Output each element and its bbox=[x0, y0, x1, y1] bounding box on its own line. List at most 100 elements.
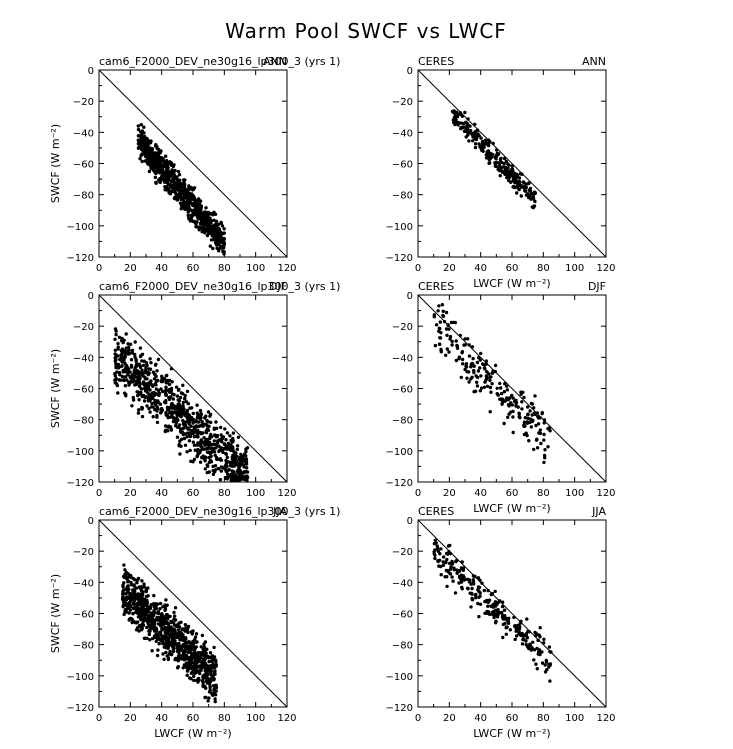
x-tick-label: 120 bbox=[596, 713, 615, 724]
scatter-point bbox=[506, 166, 510, 170]
scatter-point bbox=[144, 361, 149, 365]
scatter-point bbox=[166, 378, 170, 383]
scatter-point bbox=[452, 566, 456, 570]
scatter-point bbox=[122, 588, 127, 592]
scatter-point bbox=[534, 423, 538, 428]
scatter-point bbox=[488, 385, 493, 390]
scatter-point bbox=[532, 190, 537, 194]
scatter-point bbox=[162, 161, 167, 166]
scatter-point bbox=[123, 355, 127, 360]
scatter-point bbox=[142, 125, 146, 129]
scatter-point bbox=[460, 560, 464, 564]
scatter-point bbox=[123, 391, 127, 395]
scatter-point bbox=[455, 346, 460, 350]
scatter-point bbox=[203, 695, 207, 700]
y-tick-label: −100 bbox=[386, 222, 413, 233]
scatter-point bbox=[187, 208, 191, 213]
x-tick-label: 80 bbox=[218, 713, 231, 724]
scatter-point bbox=[224, 452, 228, 456]
scatter-point bbox=[216, 441, 220, 445]
scatter-point bbox=[490, 610, 495, 614]
scatter-point bbox=[445, 575, 449, 579]
scatter-point bbox=[114, 332, 118, 337]
scatter-point bbox=[183, 443, 188, 447]
scatter-point bbox=[458, 333, 462, 338]
x-tick-label: 80 bbox=[537, 713, 550, 724]
scatter-point bbox=[548, 662, 553, 666]
y-tick-label: −120 bbox=[67, 478, 94, 489]
scatter-point bbox=[165, 373, 169, 378]
scatter-point bbox=[485, 611, 489, 615]
y-tick-label: −40 bbox=[73, 353, 94, 364]
scatter-point bbox=[173, 404, 177, 409]
x-axis-label: LWCF (W m⁻²) bbox=[473, 277, 550, 290]
scatter-point bbox=[448, 334, 453, 339]
scatter-point bbox=[206, 420, 210, 424]
scatter-point bbox=[210, 224, 214, 229]
x-tick-label: 40 bbox=[474, 263, 487, 274]
scatter-point bbox=[201, 661, 206, 665]
scatter-point bbox=[517, 180, 521, 184]
scatter-point bbox=[197, 665, 202, 669]
scatter-point bbox=[199, 645, 203, 649]
scatter-point bbox=[126, 372, 130, 377]
scatter-point bbox=[505, 388, 510, 392]
scatter-point bbox=[182, 655, 186, 659]
scatter-point bbox=[210, 234, 214, 238]
scatter-point bbox=[201, 648, 206, 652]
scatter-point bbox=[213, 699, 217, 704]
scatter-point bbox=[208, 414, 212, 418]
scatter-point bbox=[196, 443, 200, 447]
scatter-point bbox=[465, 376, 469, 380]
scatter-point bbox=[194, 632, 199, 636]
scatter-point bbox=[155, 615, 159, 620]
y-tick-label: −80 bbox=[73, 641, 94, 652]
scatter-point bbox=[486, 156, 491, 160]
scatter-point bbox=[145, 600, 149, 604]
scatter-point bbox=[166, 171, 170, 175]
scatter-point bbox=[518, 621, 523, 625]
scatter-point bbox=[486, 600, 491, 604]
scatter-point bbox=[130, 620, 134, 625]
x-tick-label: 40 bbox=[474, 713, 487, 724]
scatter-point bbox=[131, 595, 135, 600]
scatter-point bbox=[185, 415, 189, 419]
scatter-point bbox=[473, 574, 477, 579]
scatter-point bbox=[197, 657, 201, 661]
scatter-point bbox=[210, 654, 215, 658]
scatter-point bbox=[436, 549, 440, 553]
scatter-point bbox=[528, 409, 532, 413]
scatter-point bbox=[477, 595, 481, 599]
scatter-point bbox=[455, 568, 459, 572]
scatter-point bbox=[503, 382, 507, 386]
scatter-point bbox=[212, 691, 217, 695]
scatter-point bbox=[126, 572, 130, 576]
scatter-point bbox=[131, 398, 136, 402]
scatter-point bbox=[216, 238, 220, 242]
scatter-point bbox=[450, 343, 454, 347]
scatter-point bbox=[209, 669, 213, 674]
scatter-point bbox=[505, 384, 509, 388]
y-tick-label: −100 bbox=[67, 672, 94, 683]
scatter-point bbox=[170, 638, 175, 642]
scatter-point bbox=[189, 429, 194, 434]
scatter-point bbox=[475, 384, 480, 388]
scatter-point bbox=[148, 606, 152, 611]
scatter-point bbox=[167, 628, 172, 633]
scatter-point bbox=[202, 436, 206, 440]
scatter-point bbox=[526, 412, 530, 416]
scatter-point bbox=[540, 661, 545, 665]
scatter-point bbox=[162, 376, 166, 381]
scatter-point bbox=[211, 693, 215, 697]
scatter-point bbox=[208, 244, 212, 248]
scatter-point bbox=[142, 152, 146, 156]
scatter-point bbox=[179, 184, 183, 188]
scatter-point bbox=[214, 660, 218, 664]
scatter-points bbox=[432, 303, 552, 465]
scatter-point bbox=[433, 538, 437, 542]
scatter-point bbox=[166, 178, 170, 182]
scatter-point bbox=[126, 342, 130, 346]
x-tick-label: 20 bbox=[443, 713, 456, 724]
scatter-point bbox=[185, 191, 189, 195]
scatter-point bbox=[433, 343, 438, 348]
